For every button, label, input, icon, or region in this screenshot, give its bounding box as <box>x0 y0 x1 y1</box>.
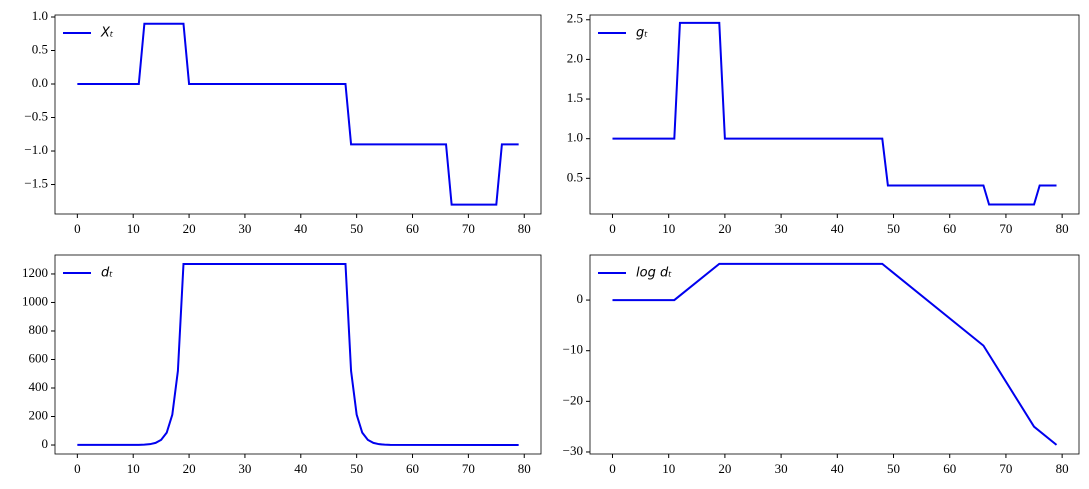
x-tick-label: 0 <box>609 461 616 476</box>
axes-frame <box>589 14 1080 215</box>
x-tick-label: 10 <box>662 221 675 236</box>
x-tick-label: 80 <box>518 221 531 236</box>
y-tick-label: 0 <box>577 291 584 306</box>
y-tick-label: −10 <box>563 342 583 357</box>
y-tick-label: 200 <box>29 407 49 422</box>
y-tick-label: 800 <box>29 322 49 337</box>
x-tick-label: 40 <box>831 461 844 476</box>
y-tick-label: 0.5 <box>567 169 583 184</box>
x-tick-label: 20 <box>183 221 196 236</box>
y-tick-label: −1.0 <box>24 142 48 157</box>
x-tick-label: 60 <box>406 221 419 236</box>
x-tick-label: 40 <box>294 221 307 236</box>
x-tick-label: 50 <box>350 221 363 236</box>
y-tick-label: 0.0 <box>32 75 48 90</box>
x-tick-label: 60 <box>943 221 956 236</box>
axes-frame <box>54 14 542 215</box>
x-tick-label: 70 <box>462 461 475 476</box>
y-tick-label: −20 <box>563 392 583 407</box>
x-tick-label: 0 <box>74 461 81 476</box>
x-tick-label: 20 <box>718 461 731 476</box>
legend-label: gₜ <box>636 26 648 41</box>
x-tick-label: 30 <box>775 221 788 236</box>
x-tick-label: 20 <box>718 221 731 236</box>
x-tick-label: 10 <box>127 221 140 236</box>
y-tick-label: 1000 <box>22 293 48 308</box>
y-tick-label: 600 <box>29 350 49 365</box>
x-tick-label: 10 <box>127 461 140 476</box>
y-tick-label: 1.0 <box>32 8 48 23</box>
axes-frame <box>54 254 542 455</box>
x-tick-label: 50 <box>887 461 900 476</box>
x-tick-label: 60 <box>406 461 419 476</box>
x-tick-label: 0 <box>609 221 616 236</box>
y-tick-label: −1.5 <box>24 176 48 191</box>
legend-label: log dₜ <box>636 266 672 281</box>
x-tick-label: 40 <box>831 221 844 236</box>
series-line <box>77 262 519 447</box>
x-tick-label: 50 <box>887 221 900 236</box>
x-tick-label: 10 <box>662 461 675 476</box>
y-tick-label: 2.0 <box>567 50 583 65</box>
x-tick-label: 30 <box>238 221 251 236</box>
x-tick-label: 70 <box>999 221 1012 236</box>
x-tick-label: 40 <box>294 461 307 476</box>
legend-label: dₜ <box>101 266 113 281</box>
y-tick-label: −30 <box>563 443 583 458</box>
x-tick-label: 50 <box>350 461 363 476</box>
x-tick-label: 20 <box>183 461 196 476</box>
y-tick-label: 0 <box>42 436 49 451</box>
y-tick-label: 1.5 <box>567 90 583 105</box>
y-tick-label: 400 <box>29 379 49 394</box>
series-line <box>612 262 1058 446</box>
x-tick-label: 70 <box>462 221 475 236</box>
x-tick-label: 70 <box>999 461 1012 476</box>
axes-frame <box>589 254 1080 455</box>
series-line <box>612 21 1057 206</box>
x-tick-label: 80 <box>518 461 531 476</box>
legend-label: Xₜ <box>100 26 114 41</box>
x-tick-label: 0 <box>74 221 81 236</box>
series-line <box>77 22 519 206</box>
y-tick-label: −0.5 <box>24 108 48 123</box>
y-tick-label: 1.0 <box>567 130 583 145</box>
x-tick-label: 30 <box>775 461 788 476</box>
y-tick-label: 1200 <box>22 265 48 280</box>
x-tick-label: 80 <box>1056 221 1069 236</box>
y-tick-label: 0.5 <box>32 41 48 56</box>
x-tick-label: 80 <box>1056 461 1069 476</box>
x-tick-label: 60 <box>943 461 956 476</box>
y-tick-label: 2.5 <box>567 11 583 26</box>
x-tick-label: 30 <box>238 461 251 476</box>
